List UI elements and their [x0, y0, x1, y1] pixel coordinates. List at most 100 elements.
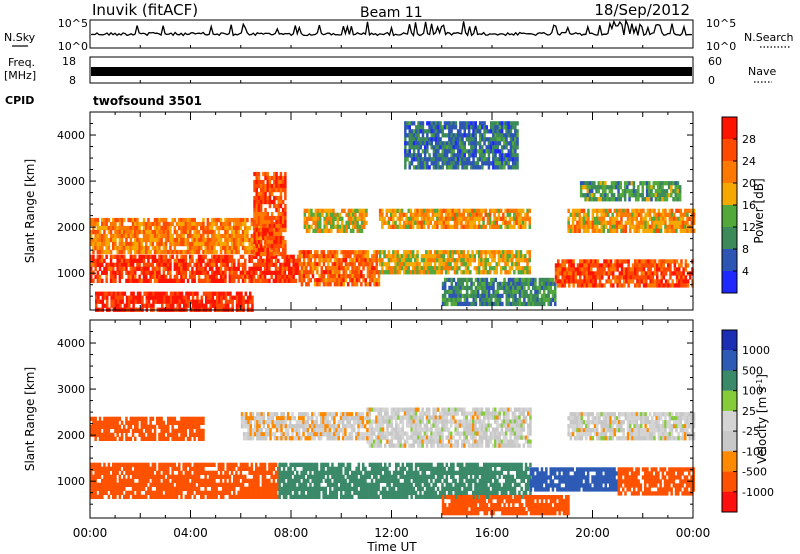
heatmap-cell — [483, 157, 486, 162]
heatmap-cell — [509, 165, 513, 170]
heatmap-cell — [505, 121, 508, 126]
heatmap-cell — [211, 278, 214, 283]
heatmap-cell — [466, 212, 470, 217]
heatmap-cell — [516, 165, 519, 170]
heatmap-cell — [477, 212, 481, 217]
heatmap-cell — [494, 145, 497, 150]
heatmap-cell — [215, 266, 218, 271]
heatmap-cell — [109, 490, 113, 495]
heatmap-cell — [277, 258, 280, 263]
freq-left-tick-top: 18 — [62, 55, 76, 68]
heatmap-cell — [110, 303, 113, 308]
heatmap-cell — [640, 279, 644, 284]
heatmap-cell — [233, 258, 236, 263]
heatmap-cell — [142, 278, 146, 283]
heatmap-cell — [211, 266, 214, 271]
heatmap-cell — [458, 266, 461, 271]
heatmap-cell — [644, 220, 647, 225]
heatmap-cell — [211, 241, 214, 247]
heatmap-cell — [375, 258, 378, 263]
heatmap-cell — [349, 278, 352, 283]
heatmap-cell — [134, 482, 137, 487]
heatmap-cell — [438, 216, 441, 221]
heatmap-cell — [481, 133, 484, 138]
heatmap-cell — [667, 263, 670, 268]
heatmap-cell — [140, 241, 144, 247]
heatmap-cell — [670, 220, 674, 225]
heatmap-cell — [149, 474, 152, 479]
heatmap-cell — [202, 221, 205, 227]
heatmap-cell — [602, 228, 606, 233]
heatmap-cell — [462, 224, 465, 229]
heatmap-cell — [246, 225, 249, 231]
heatmap-cell — [90, 278, 93, 283]
heatmap-cell — [579, 193, 583, 198]
heatmap-cell — [268, 262, 271, 267]
heatmap-cell — [219, 278, 223, 283]
heatmap-cell — [219, 262, 223, 267]
heatmap-cell — [578, 220, 581, 225]
heatmap-cell — [156, 262, 159, 267]
heatmap-cell — [162, 486, 166, 491]
heatmap-cell — [206, 258, 210, 263]
heatmap-cell — [116, 470, 119, 475]
heatmap-cell — [112, 262, 115, 267]
heatmap-cell — [464, 224, 468, 229]
heatmap-cell — [447, 266, 450, 271]
heatmap-cell — [630, 189, 633, 194]
heatmap-cell — [180, 270, 183, 275]
heatmap-cell — [357, 258, 361, 263]
heatmap-cell — [504, 220, 507, 225]
heatmap-cell — [211, 245, 214, 251]
heatmap-cell — [563, 259, 567, 264]
heatmap-cell — [342, 266, 345, 271]
heatmap-cell — [180, 278, 183, 283]
heatmap-cell — [222, 254, 225, 259]
heatmap-cell — [112, 225, 115, 231]
heatmap-cell — [101, 249, 104, 255]
heatmap-cell — [356, 220, 359, 225]
heatmap-cell — [657, 228, 661, 233]
heatmap-cell — [143, 303, 146, 308]
heatmap-cell — [416, 250, 419, 255]
heatmap-cell — [498, 125, 502, 130]
heatmap-cell — [581, 283, 584, 288]
heatmap-cell — [389, 266, 393, 271]
heatmap-cell — [213, 278, 216, 283]
heatmap-cell — [202, 233, 205, 239]
heatmap-cell — [456, 129, 460, 134]
heatmap-cell — [233, 229, 236, 235]
heatmap-cell — [175, 486, 179, 491]
heatmap-cell — [318, 262, 321, 267]
cpid-value: twofsound 3501 — [93, 94, 202, 108]
heatmap-cell — [443, 301, 447, 307]
heatmap-cell — [456, 149, 460, 154]
heatmap-cell — [412, 149, 416, 154]
heatmap-cell — [167, 478, 170, 483]
heatmap-cell — [394, 220, 397, 225]
heatmap-cell — [649, 259, 652, 264]
heatmap-cell — [160, 229, 163, 235]
heatmap-cell — [592, 283, 595, 288]
heatmap-cell — [112, 274, 115, 279]
heatmap-cell — [416, 258, 419, 263]
heatmap-cell — [627, 275, 630, 280]
noise-right-tick-top: 10^5 — [706, 17, 736, 30]
heatmap-cell — [474, 129, 477, 134]
heatmap-cell — [277, 274, 280, 279]
heatmap-cell — [594, 283, 597, 288]
heatmap-cell — [446, 277, 449, 283]
heatmap-cell — [320, 278, 323, 283]
heatmap-cell — [333, 274, 337, 279]
heatmap-cell — [403, 266, 406, 271]
heatmap-cell — [171, 237, 174, 243]
heatmap-cell — [147, 470, 150, 475]
heatmap-cell — [153, 245, 157, 251]
heatmap-cell — [587, 275, 591, 280]
heatmap-cell — [474, 297, 478, 303]
heatmap-cell — [675, 228, 678, 233]
heatmap-cell — [659, 189, 662, 194]
heatmap-cell — [454, 161, 458, 166]
heatmap-cell — [264, 191, 267, 197]
heatmap-cell — [164, 249, 168, 255]
